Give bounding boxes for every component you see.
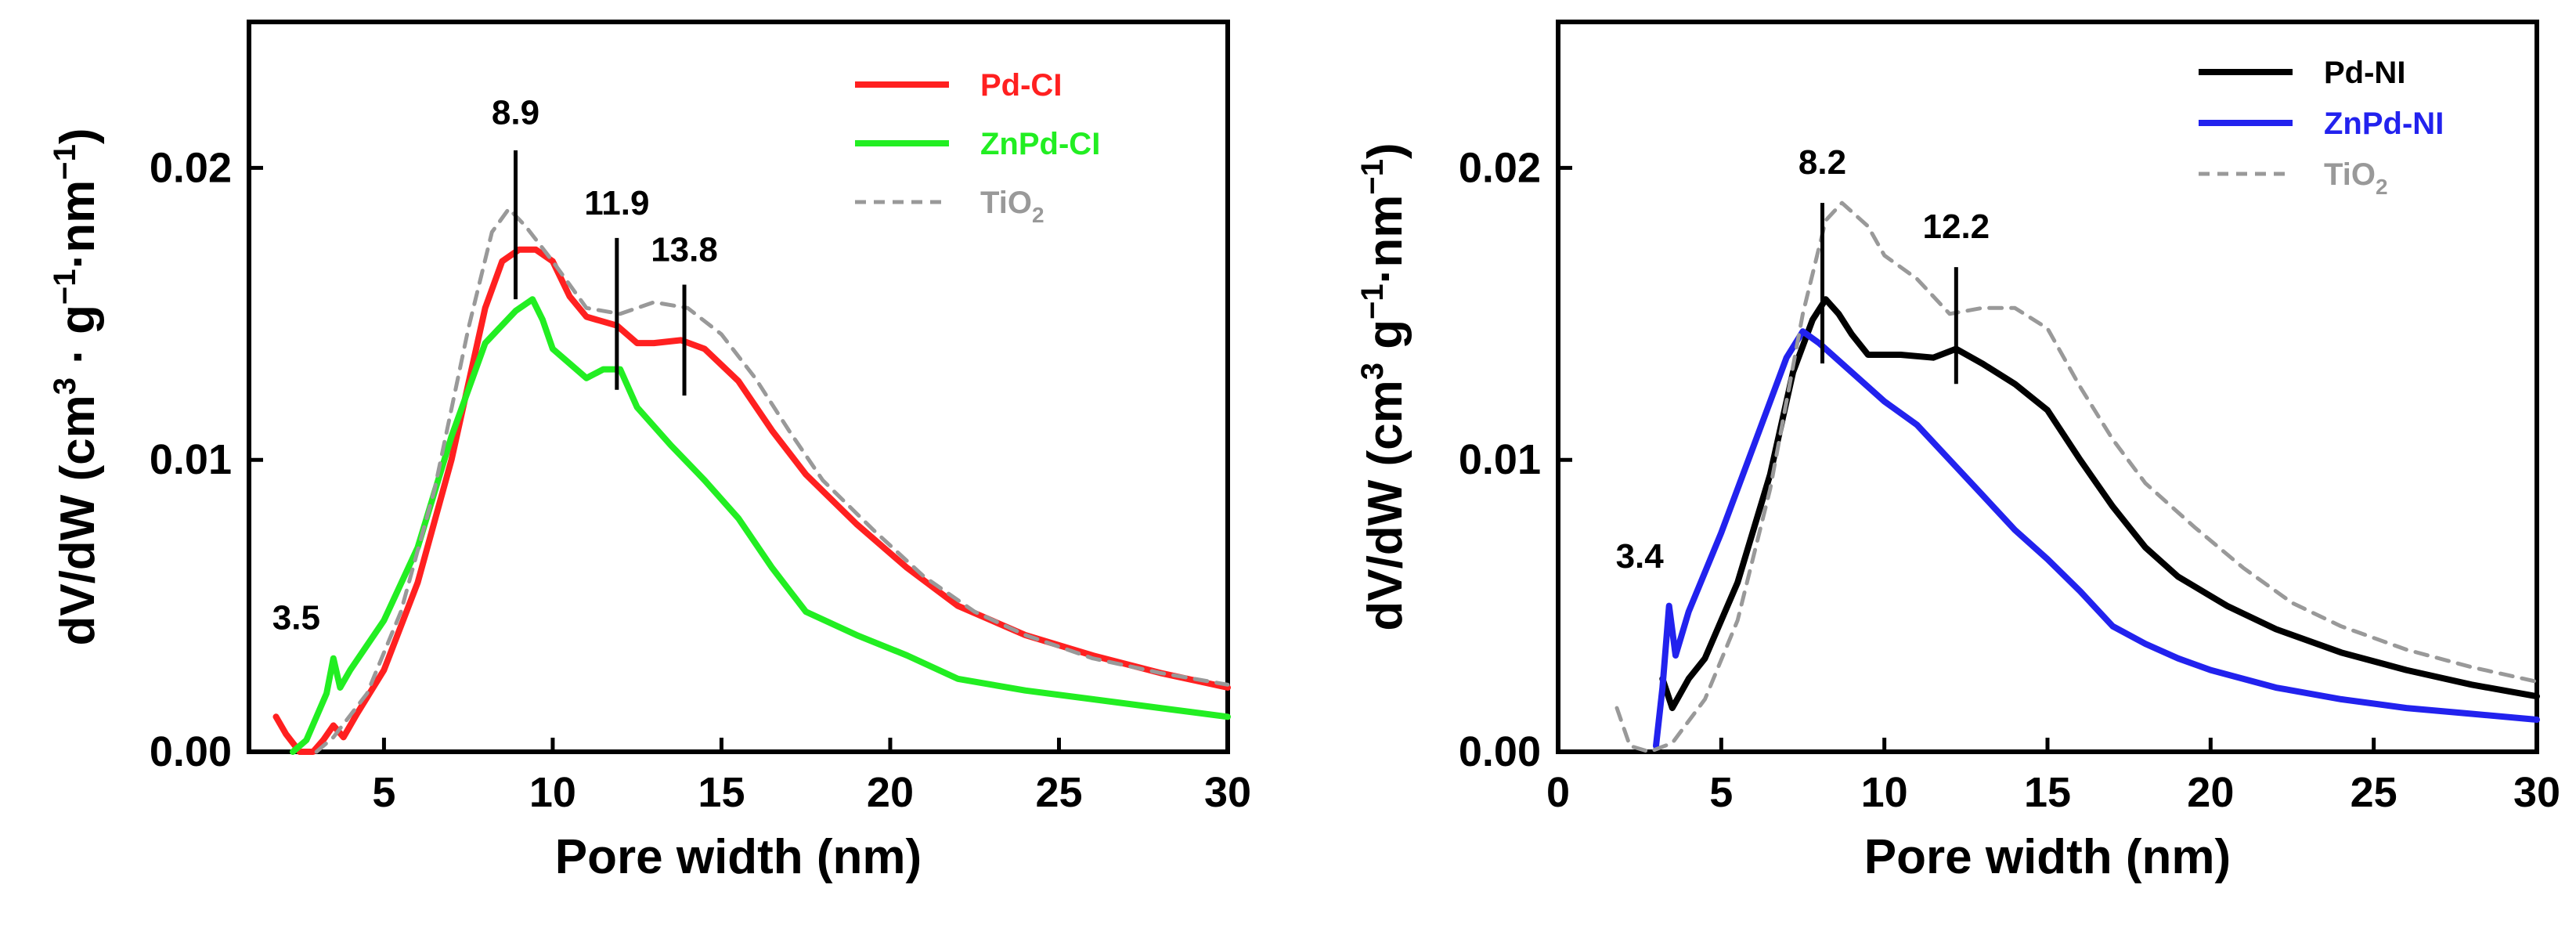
x-tick-label: 10 xyxy=(1861,769,1908,816)
legend-label: Pd-NI xyxy=(2324,56,2405,90)
x-tick-label: 30 xyxy=(2513,769,2560,816)
legend-label: ZnPd-CI xyxy=(980,127,1100,161)
x-tick-label: 15 xyxy=(2024,769,2071,816)
peak-label: 11.9 xyxy=(584,184,649,222)
peak-label: 8.9 xyxy=(492,93,539,132)
series-line-tio2 xyxy=(314,207,1230,754)
y-tick-label: 0.00 xyxy=(1459,728,1541,775)
x-tick-label: 5 xyxy=(372,769,395,816)
x-tick-label: 20 xyxy=(867,769,914,816)
peak-label: 13.8 xyxy=(651,231,718,269)
x-tick-label: 30 xyxy=(1204,769,1251,816)
x-tick-label: 0 xyxy=(1546,769,1570,816)
chart-panel-left: 5 10 15 20 25 30 0.00 0.01 0.02 Pore width (nm) dV… xyxy=(48,20,1251,884)
legend-label: ZnPd-NI xyxy=(2324,107,2444,141)
x-tick-label: 25 xyxy=(1035,769,1082,816)
x-axis-title: Pore width (nm) xyxy=(555,830,922,884)
x-tick-label: 25 xyxy=(2351,769,2397,816)
x-tick-label: 5 xyxy=(1709,769,1733,816)
series-line-znpd-ni xyxy=(1653,328,2540,749)
legend-label: Pd-CI xyxy=(980,68,1062,103)
peak-label: 3.4 xyxy=(1616,537,1665,576)
series-line-pd-ni xyxy=(1659,296,2540,712)
chart-panel-right: 0 5 10 15 20 25 30 0.00 0.01 0.02 Pore width (nm) d… xyxy=(1355,20,2560,884)
y-tick-label: 0.01 xyxy=(150,436,232,483)
peak-label: 8.2 xyxy=(1799,143,1846,182)
y-axis-title: dV/dW (cm3 g−1·nm−1) xyxy=(1355,143,1412,630)
x-tick-label: 15 xyxy=(698,769,745,816)
legend-label: TiO2 xyxy=(2324,157,2388,199)
y-tick-label: 0.01 xyxy=(1459,436,1541,483)
series-line-znpd-ci xyxy=(290,296,1231,755)
y-axis-title: dV/dW (cm3 · g−1·nm−1) xyxy=(48,128,105,645)
series-line-pd-ci xyxy=(272,246,1231,755)
y-tick-label: 0.02 xyxy=(150,144,232,191)
x-tick-label: 10 xyxy=(529,769,576,816)
peak-label: 3.5 xyxy=(272,598,320,637)
series-line-tio2 xyxy=(1615,200,2539,754)
x-axis-title: Pore width (nm) xyxy=(1864,830,2231,884)
peak-label: 12.2 xyxy=(1923,208,1990,246)
legend-label: TiO2 xyxy=(980,186,1044,227)
plot-frame xyxy=(247,20,1230,754)
y-tick-label: 0.02 xyxy=(1459,144,1541,191)
y-tick-label: 0.00 xyxy=(150,728,232,775)
x-tick-label: 20 xyxy=(2187,769,2234,816)
